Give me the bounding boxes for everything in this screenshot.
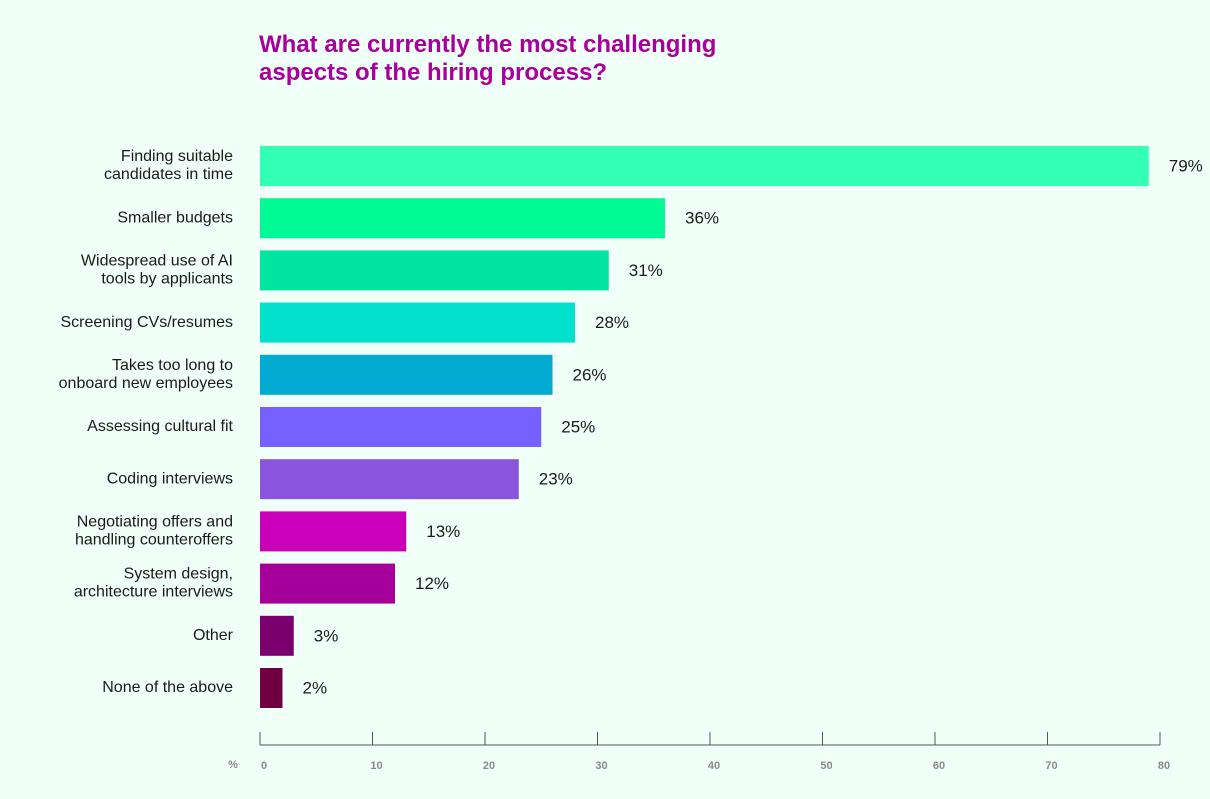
value-label: 13% bbox=[426, 522, 460, 541]
value-label: 23% bbox=[539, 470, 573, 489]
value-label: 25% bbox=[561, 417, 595, 436]
value-label: 12% bbox=[415, 574, 449, 593]
category-label: None of the above bbox=[102, 679, 233, 696]
bar bbox=[260, 615, 294, 656]
bar bbox=[260, 407, 542, 447]
category-label: Screening CVs/resumes bbox=[60, 314, 233, 331]
value-label: 2% bbox=[303, 678, 328, 697]
x-axis-label: % bbox=[228, 759, 238, 771]
x-tick-label: 40 bbox=[708, 760, 720, 772]
bar bbox=[260, 563, 395, 604]
x-tick-label: 20 bbox=[483, 760, 495, 772]
value-label: 31% bbox=[629, 261, 663, 280]
category-label: Assessing cultural fit bbox=[87, 418, 233, 435]
x-tick-label: 50 bbox=[820, 760, 832, 772]
value-label: 79% bbox=[1169, 156, 1203, 175]
bar bbox=[260, 354, 553, 395]
category-label: Negotiating offers and handling counterof… bbox=[75, 514, 233, 549]
category-label: Coding interviews bbox=[107, 470, 233, 487]
value-label: 28% bbox=[595, 313, 629, 332]
x-tick-label: 0 bbox=[261, 760, 267, 772]
value-label: 26% bbox=[573, 365, 607, 384]
category-label: Widespread use of AI tools by applicants bbox=[81, 253, 233, 288]
bar bbox=[260, 668, 283, 708]
x-tick-label: 30 bbox=[595, 760, 607, 772]
bar bbox=[260, 146, 1149, 186]
category-label: Finding suitable candidates in time bbox=[104, 148, 233, 183]
category-label: Other bbox=[193, 627, 234, 644]
category-label: Takes too long to onboard new employees bbox=[59, 357, 233, 392]
value-label: 3% bbox=[314, 626, 339, 645]
bar bbox=[260, 302, 575, 343]
value-label: 36% bbox=[685, 209, 719, 228]
x-tick-label: 10 bbox=[370, 760, 382, 772]
category-label: System design, architecture interviews bbox=[74, 566, 233, 601]
bar bbox=[260, 250, 609, 291]
x-tick-label: 80 bbox=[1158, 760, 1170, 772]
category-label: Smaller budgets bbox=[117, 209, 233, 226]
bar bbox=[260, 459, 519, 500]
x-tick-label: 70 bbox=[1045, 760, 1057, 772]
bar bbox=[260, 511, 407, 552]
chart-title: What are currently the most challenging a… bbox=[259, 31, 716, 86]
bar bbox=[260, 198, 665, 239]
x-tick-label: 60 bbox=[933, 760, 945, 772]
